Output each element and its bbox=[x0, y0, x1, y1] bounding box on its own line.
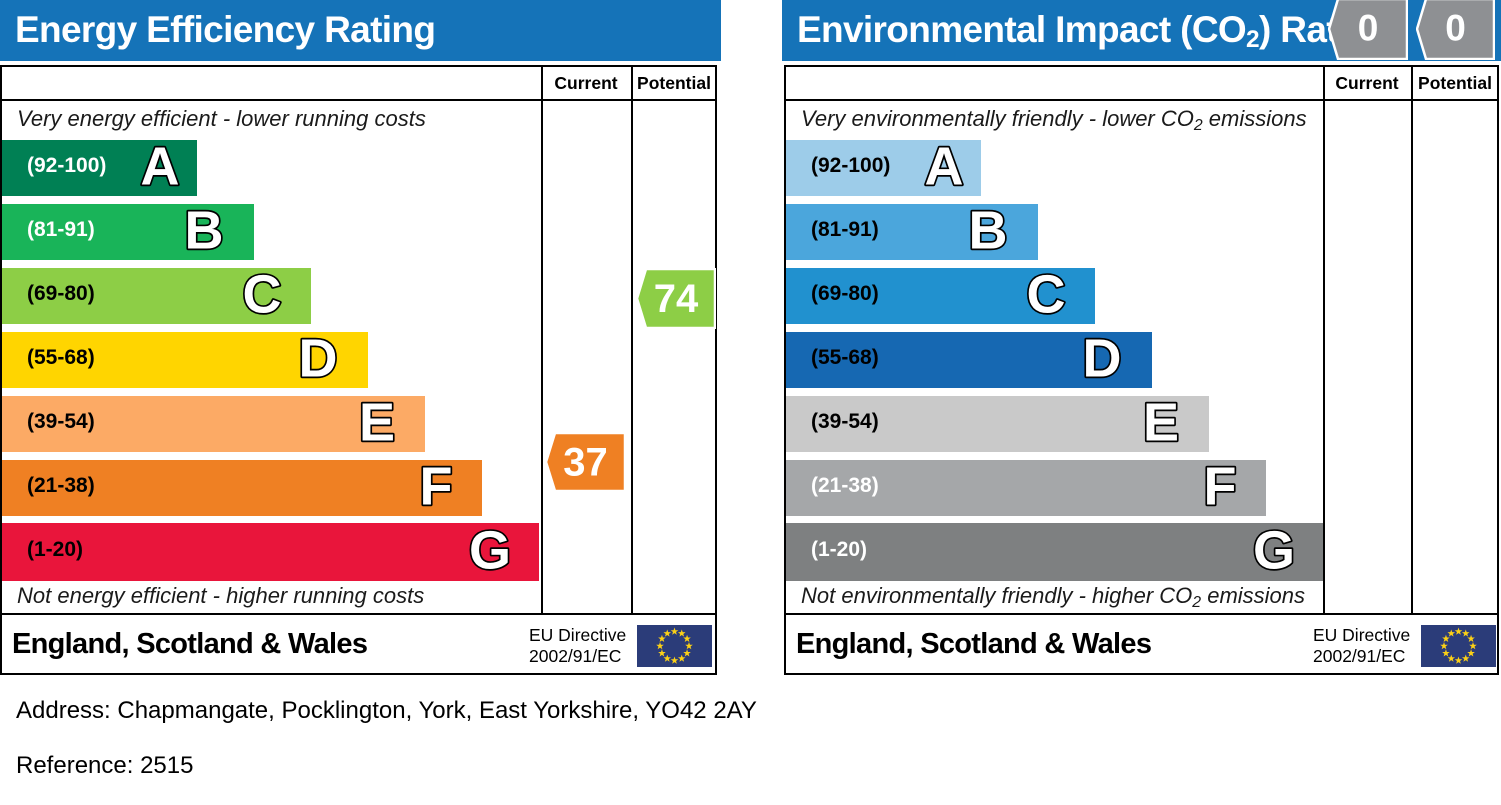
svg-text:0: 0 bbox=[1358, 8, 1379, 49]
svg-text:F: F bbox=[420, 457, 453, 517]
svg-text:G: G bbox=[469, 521, 511, 581]
svg-text:G: G bbox=[1253, 521, 1295, 581]
svg-text:D: D bbox=[299, 329, 338, 389]
svg-text:F: F bbox=[1204, 457, 1237, 517]
svg-text:0: 0 bbox=[1445, 8, 1466, 49]
svg-text:B: B bbox=[969, 201, 1008, 261]
svg-text:A: A bbox=[141, 137, 180, 197]
svg-text:37: 37 bbox=[563, 441, 608, 485]
svg-text:C: C bbox=[1027, 265, 1066, 325]
svg-text:E: E bbox=[1143, 393, 1179, 453]
svg-text:E: E bbox=[359, 393, 395, 453]
svg-text:74: 74 bbox=[654, 277, 699, 321]
svg-text:D: D bbox=[1083, 329, 1122, 389]
svg-text:A: A bbox=[925, 137, 964, 197]
svg-text:C: C bbox=[243, 265, 282, 325]
svg-text:B: B bbox=[185, 201, 224, 261]
